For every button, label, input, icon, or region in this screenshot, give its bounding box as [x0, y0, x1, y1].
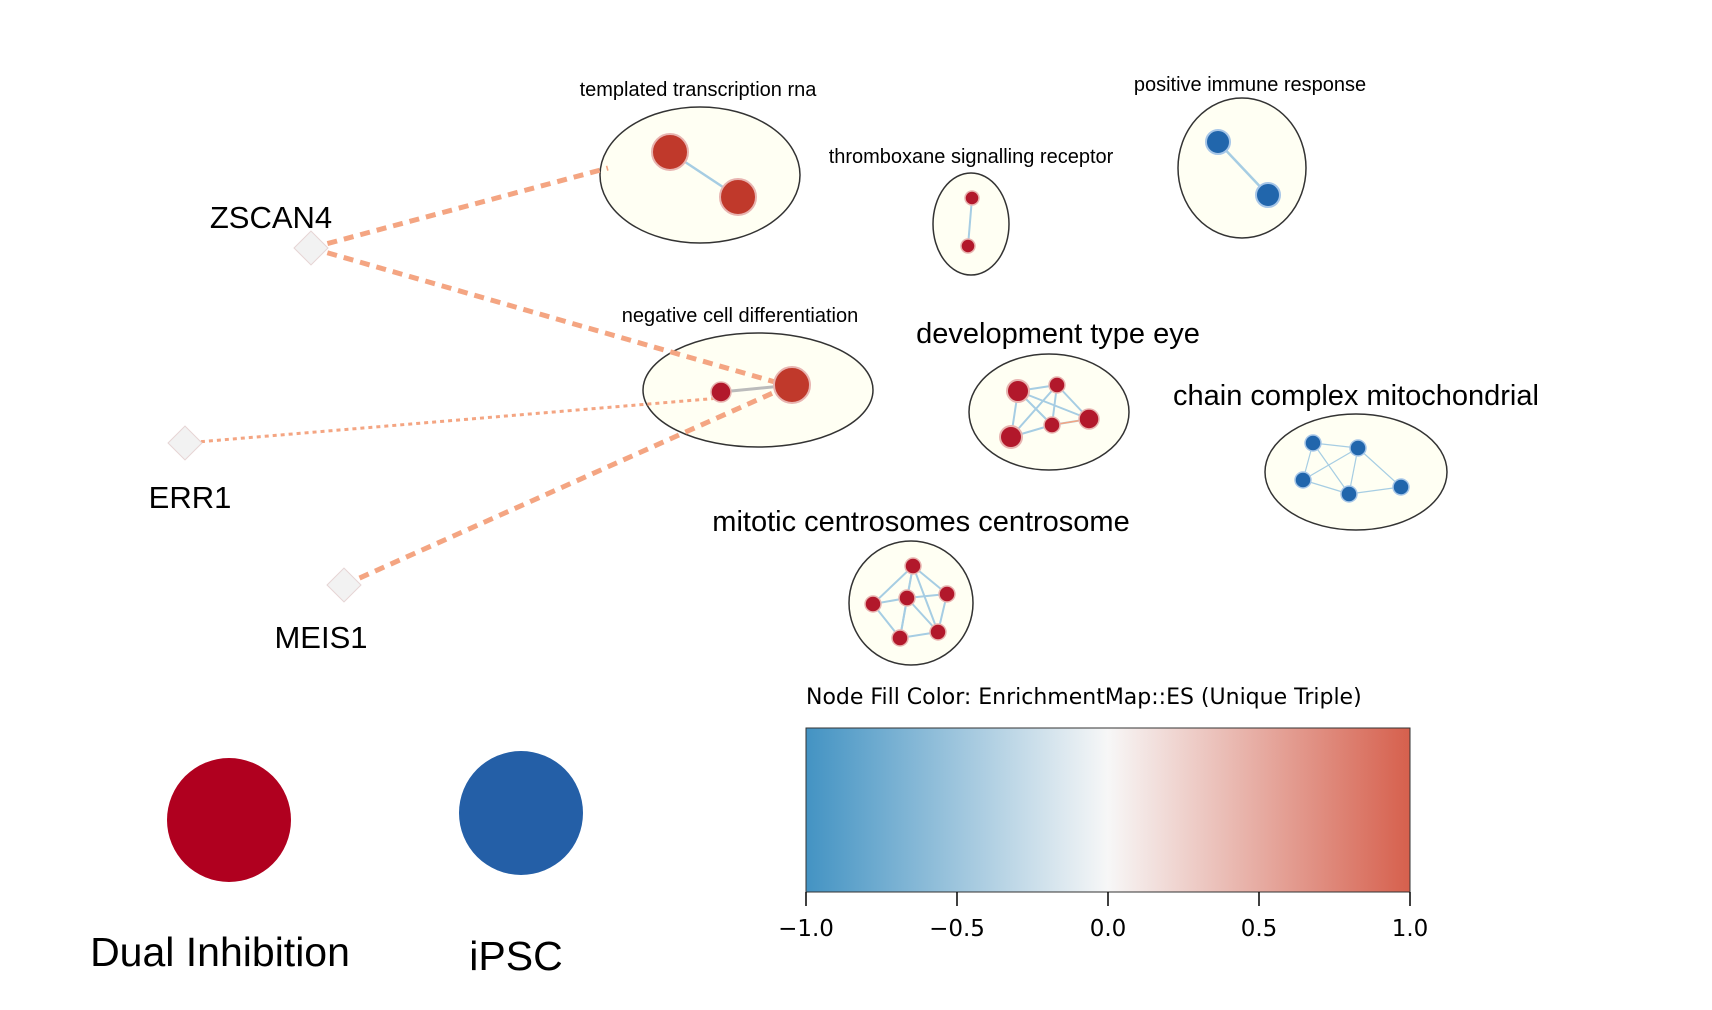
- tf-edge-err1-negdiff: [184, 396, 721, 445]
- gene-set-node[interactable]: [773, 366, 811, 404]
- gene-set-node[interactable]: [719, 178, 757, 216]
- negdiff-nodes: [710, 366, 811, 404]
- colorbar-legend: Node Fill Color: EnrichmentMap::ES (Uniq…: [778, 685, 1428, 942]
- tf-label: ZSCAN4: [210, 200, 332, 235]
- gene-set-node[interactable]: [964, 190, 980, 206]
- cluster-templated-transcription-rna[interactable]: templated transcription rna: [580, 79, 818, 244]
- gene-set-node[interactable]: [1205, 129, 1231, 155]
- cluster-thromboxane-signalling-receptor[interactable]: thromboxane signalling receptor: [829, 146, 1114, 276]
- gene-set-node[interactable]: [1043, 416, 1061, 434]
- cluster-boundary: [1264, 413, 1448, 531]
- cluster-negative-cell-differentiation[interactable]: negative cell differentiation: [622, 305, 874, 448]
- cluster-boundary: [932, 172, 1010, 276]
- colorbar-gradient: [805, 727, 1411, 893]
- tf-edge-zscan4-negdiff: [310, 245, 776, 385]
- gene-set-node[interactable]: [929, 623, 947, 641]
- gene-set-node[interactable]: [864, 595, 882, 613]
- colorbar-tick-label: 0.5: [1241, 916, 1278, 942]
- cluster-development-type-eye[interactable]: development type eye: [916, 318, 1200, 471]
- gene-set-node[interactable]: [1006, 379, 1030, 403]
- tf-edge-meis1-negdiff: [342, 389, 777, 588]
- group-legend: Dual Inhibition iPSC: [90, 751, 583, 979]
- tf-err1[interactable]: ERR1: [149, 425, 232, 515]
- cluster-label: development type eye: [916, 318, 1200, 350]
- gene-set-node[interactable]: [1340, 485, 1358, 503]
- gene-set-node[interactable]: [1255, 182, 1281, 208]
- cluster-label: templated transcription rna: [580, 79, 818, 101]
- gene-set-node[interactable]: [960, 238, 976, 254]
- colorbar-title: Node Fill Color: EnrichmentMap::ES (Uniq…: [806, 685, 1362, 710]
- gene-set-node[interactable]: [938, 585, 956, 603]
- dual-inhibition-legend-label: Dual Inhibition: [90, 929, 350, 975]
- gene-set-node[interactable]: [1078, 408, 1100, 430]
- gene-set-node[interactable]: [1349, 439, 1367, 457]
- cluster-boundary: [599, 106, 801, 244]
- colorbar-tick-label: 0.0: [1090, 916, 1127, 942]
- tf-edge-zscan4-templated: [310, 165, 609, 251]
- gene-set-node[interactable]: [1048, 376, 1066, 394]
- tf-zscan4[interactable]: ZSCAN4: [210, 200, 332, 266]
- colorbar-ticks: −1.0 −0.5 0.0 0.5 1.0: [778, 892, 1428, 942]
- gene-set-node[interactable]: [891, 629, 909, 647]
- gene-set-node[interactable]: [651, 133, 689, 171]
- tf-diamond-icon[interactable]: [167, 425, 203, 461]
- ipsc-legend-label: iPSC: [469, 933, 562, 979]
- gene-set-node[interactable]: [1294, 471, 1312, 489]
- cluster-label: mitotic centrosomes centrosome: [712, 506, 1129, 538]
- colorbar-tick-label: 1.0: [1392, 916, 1429, 942]
- tf-diamond-icon[interactable]: [293, 230, 329, 266]
- cluster-boundary: [642, 332, 874, 448]
- tf-diamond-icon[interactable]: [326, 567, 362, 603]
- gene-set-node[interactable]: [1392, 478, 1410, 496]
- gene-set-node[interactable]: [999, 425, 1023, 449]
- gene-set-node[interactable]: [898, 589, 916, 607]
- tf-label: MEIS1: [274, 620, 367, 655]
- tf-label: ERR1: [149, 480, 232, 515]
- dual-inhibition-legend-dot: [167, 758, 291, 882]
- cluster-boundary: [968, 353, 1130, 471]
- cluster-label: positive immune response: [1134, 74, 1366, 96]
- colorbar-tick-label: −0.5: [929, 916, 985, 942]
- colorbar-tick-label: −1.0: [778, 916, 834, 942]
- gene-set-node[interactable]: [904, 557, 922, 575]
- cluster-positive-immune-response[interactable]: positive immune response: [1134, 74, 1366, 239]
- tf-edges: [184, 165, 777, 588]
- ipsc-legend-dot: [459, 751, 583, 875]
- similarity-edge: [967, 197, 973, 247]
- cluster-mitotic-centrosomes-centrosome[interactable]: mitotic centrosomes centrosome: [712, 506, 1130, 666]
- gene-set-node[interactable]: [1304, 434, 1322, 452]
- cluster-chain-complex-mitochondrial[interactable]: chain complex mitochondrial: [1173, 380, 1539, 531]
- tf-meis1[interactable]: MEIS1: [274, 567, 368, 655]
- cluster-label: thromboxane signalling receptor: [829, 146, 1114, 168]
- cluster-label: negative cell differentiation: [622, 305, 858, 327]
- cluster-label: chain complex mitochondrial: [1173, 380, 1539, 412]
- gene-set-node[interactable]: [710, 381, 732, 403]
